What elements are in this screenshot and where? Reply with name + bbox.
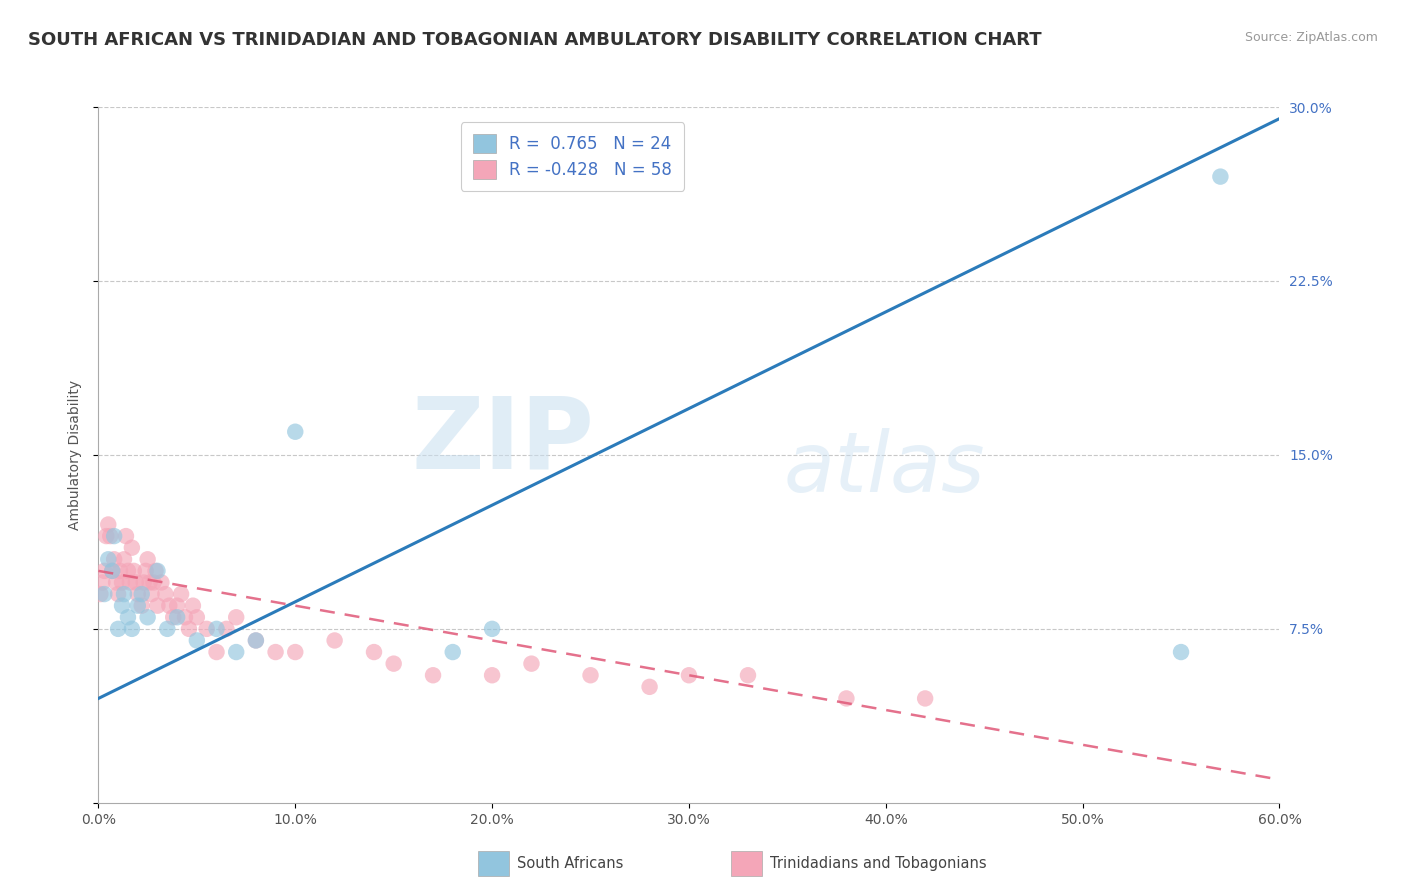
Point — [111, 575, 134, 590]
Legend: R =  0.765   N = 24, R = -0.428   N = 58: R = 0.765 N = 24, R = -0.428 N = 58 — [461, 122, 683, 191]
Point — [170, 587, 193, 601]
Point — [136, 552, 159, 566]
Point — [136, 610, 159, 624]
Point — [264, 645, 287, 659]
Point — [97, 517, 120, 532]
Point — [101, 564, 124, 578]
Point — [195, 622, 218, 636]
Point — [150, 575, 173, 590]
Point — [122, 564, 145, 578]
Point — [382, 657, 405, 671]
Point — [105, 575, 128, 590]
Point — [107, 622, 129, 636]
Point — [835, 691, 858, 706]
Point — [737, 668, 759, 682]
Point — [131, 599, 153, 613]
Text: Trinidadians and Tobagonians: Trinidadians and Tobagonians — [770, 856, 987, 871]
Point — [131, 587, 153, 601]
Point — [363, 645, 385, 659]
Point — [127, 587, 149, 601]
Point — [93, 587, 115, 601]
Point — [284, 645, 307, 659]
Point — [141, 587, 163, 601]
Point — [520, 657, 543, 671]
Point — [284, 425, 307, 439]
Point — [156, 622, 179, 636]
Point — [323, 633, 346, 648]
Point — [678, 668, 700, 682]
Point — [142, 575, 165, 590]
Point — [914, 691, 936, 706]
Point — [108, 564, 131, 578]
Point — [186, 633, 208, 648]
Point — [146, 599, 169, 613]
Text: ZIP: ZIP — [412, 392, 595, 490]
Point — [93, 564, 115, 578]
Text: Source: ZipAtlas.com: Source: ZipAtlas.com — [1244, 31, 1378, 45]
Point — [205, 622, 228, 636]
Point — [118, 575, 141, 590]
Point — [146, 564, 169, 578]
Text: SOUTH AFRICAN VS TRINIDADIAN AND TOBAGONIAN AMBULATORY DISABILITY CORRELATION CH: SOUTH AFRICAN VS TRINIDADIAN AND TOBAGON… — [28, 31, 1042, 49]
Point — [107, 587, 129, 601]
Point — [117, 564, 139, 578]
Point — [166, 599, 188, 613]
Point — [245, 633, 267, 648]
Point — [111, 599, 134, 613]
Point — [225, 645, 247, 659]
Point — [225, 610, 247, 624]
Point — [205, 645, 228, 659]
Point — [127, 599, 149, 613]
Point — [97, 552, 120, 566]
Point — [638, 680, 661, 694]
Point — [441, 645, 464, 659]
Point — [1170, 645, 1192, 659]
Point — [166, 610, 188, 624]
Point — [96, 529, 118, 543]
Point — [132, 575, 155, 590]
Point — [89, 587, 111, 601]
Point — [481, 622, 503, 636]
Point — [579, 668, 602, 682]
Point — [125, 575, 148, 590]
Point — [112, 587, 135, 601]
Point — [181, 599, 204, 613]
Point — [103, 529, 125, 543]
Point — [121, 622, 143, 636]
Point — [101, 564, 124, 578]
Point — [215, 622, 238, 636]
Point — [112, 552, 135, 566]
Point — [121, 541, 143, 555]
Point — [145, 564, 167, 578]
Point — [138, 575, 160, 590]
Point — [162, 610, 184, 624]
Point — [91, 575, 114, 590]
Point — [117, 610, 139, 624]
Point — [186, 610, 208, 624]
Point — [1209, 169, 1232, 184]
Point — [135, 564, 157, 578]
Text: atlas: atlas — [783, 428, 986, 509]
Point — [98, 529, 121, 543]
Point — [103, 552, 125, 566]
Y-axis label: Ambulatory Disability: Ambulatory Disability — [69, 380, 83, 530]
Point — [245, 633, 267, 648]
Text: South Africans: South Africans — [517, 856, 624, 871]
Point — [177, 622, 200, 636]
Point — [155, 587, 177, 601]
Point — [174, 610, 197, 624]
Point — [115, 529, 138, 543]
Point — [422, 668, 444, 682]
Point — [157, 599, 180, 613]
Point — [481, 668, 503, 682]
